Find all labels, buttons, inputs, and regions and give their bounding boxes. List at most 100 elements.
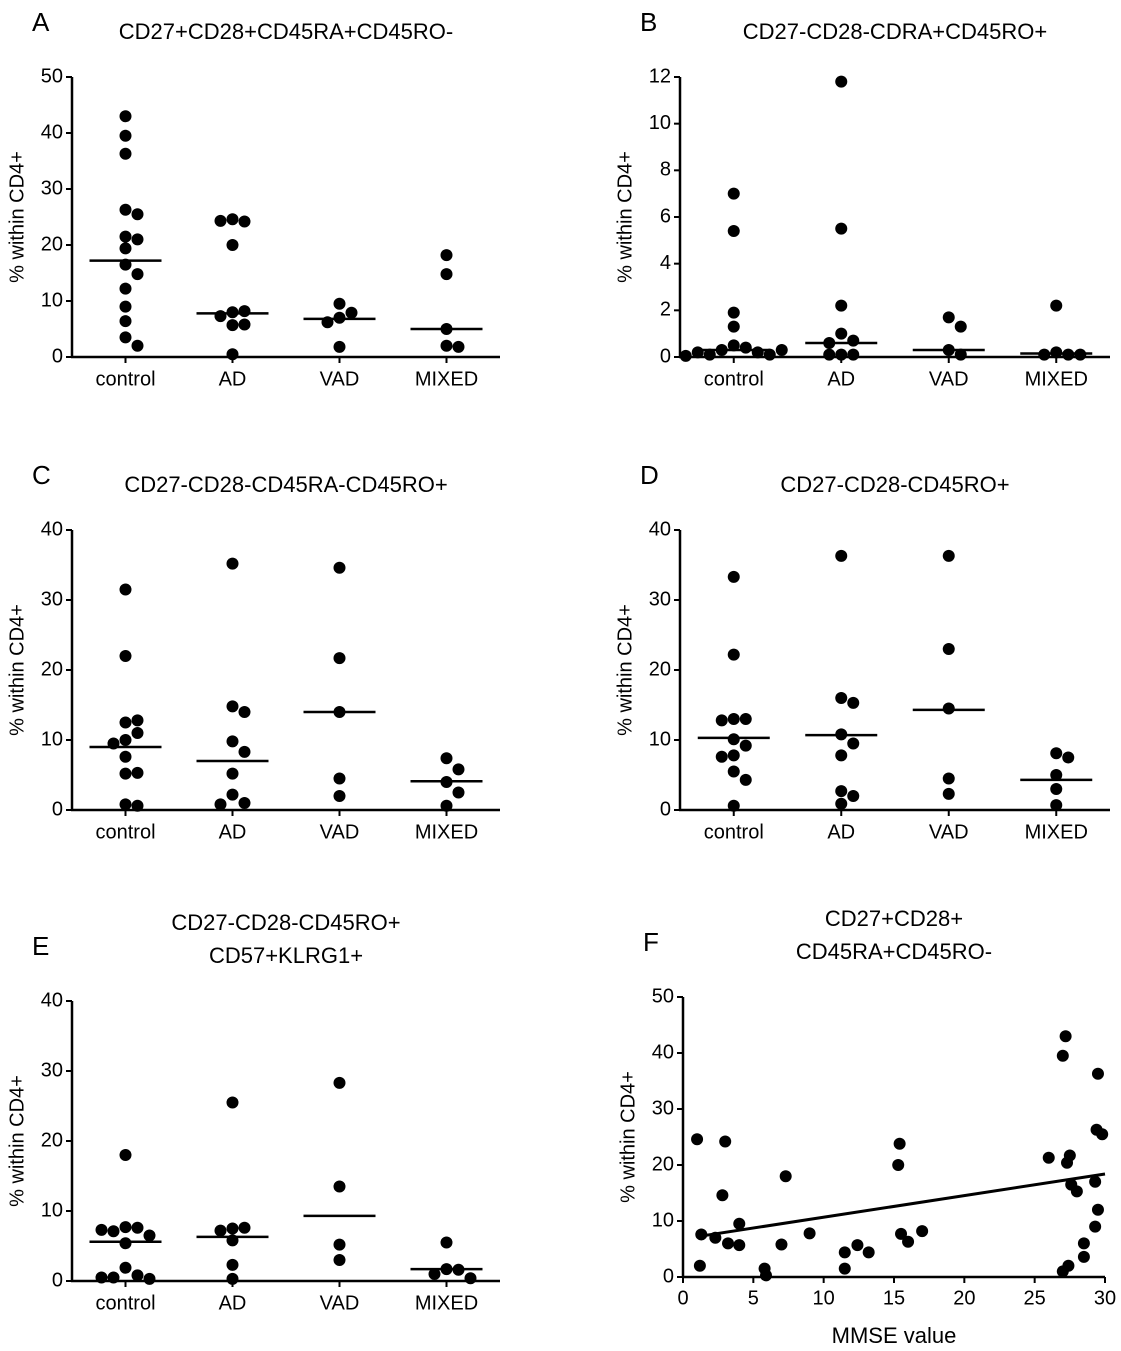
dot — [238, 1221, 251, 1234]
dot — [739, 739, 752, 752]
dot — [226, 700, 239, 713]
dot — [119, 798, 132, 811]
dot — [727, 306, 740, 319]
dot — [893, 1137, 906, 1150]
y-axis-label: % within CD4+ — [6, 151, 28, 283]
dot — [1042, 1151, 1055, 1164]
dot — [226, 1222, 239, 1235]
dot — [1091, 1203, 1104, 1216]
dot — [119, 300, 132, 313]
dot — [942, 787, 955, 800]
dot — [107, 1271, 120, 1284]
dot — [1050, 299, 1063, 312]
x-tick-label: control — [95, 1292, 155, 1314]
dot — [847, 348, 860, 361]
dot — [333, 1076, 346, 1089]
chart-title: CD27-CD28-CD45RO+ — [780, 472, 1009, 497]
dot — [345, 306, 358, 319]
panel-letter: A — [32, 7, 50, 37]
x-tick-label: AD — [219, 1292, 247, 1314]
panel-letter: B — [640, 7, 657, 37]
dot — [226, 348, 239, 361]
dot — [226, 1272, 239, 1285]
x-tick-label: VAD — [929, 821, 969, 843]
dot — [1089, 1175, 1102, 1188]
chart-title: CD27-CD28-CD45RA-CD45RO+ — [124, 472, 447, 497]
dot — [715, 750, 728, 763]
dot — [942, 311, 955, 324]
dot — [131, 1269, 144, 1282]
dot — [226, 767, 239, 780]
dot — [1050, 799, 1063, 812]
dot — [440, 752, 453, 765]
dot — [226, 735, 239, 748]
dot — [238, 745, 251, 758]
x-tick-label: AD — [827, 368, 855, 390]
dot — [452, 763, 465, 776]
y-tick-label: 0 — [52, 1269, 63, 1291]
dot — [823, 348, 836, 361]
dot — [131, 766, 144, 779]
panel-letter: C — [32, 460, 51, 490]
dot — [226, 1096, 239, 1109]
dot — [214, 310, 227, 323]
dot — [727, 733, 740, 746]
dot — [739, 773, 752, 786]
dot — [716, 1189, 729, 1202]
dot — [119, 716, 132, 729]
dot — [691, 1133, 704, 1146]
y-tick-label: 0 — [660, 345, 671, 367]
y-tick-label: 4 — [660, 252, 671, 274]
dot — [333, 297, 346, 310]
dot — [119, 315, 132, 328]
y-tick-label: 0 — [52, 345, 63, 367]
dot — [759, 1269, 772, 1282]
x-tick-label: MIXED — [1025, 821, 1088, 843]
dot — [1070, 1185, 1083, 1198]
dot — [727, 339, 740, 352]
y-tick-label: 2 — [660, 299, 671, 321]
chart-title: CD27-CD28-CDRA+CD45RO+ — [743, 19, 1047, 44]
y-axis-label: % within CD4+ — [614, 604, 636, 736]
y-tick-label: 10 — [41, 728, 63, 750]
dot — [703, 348, 716, 361]
dot — [119, 1221, 132, 1234]
dot — [727, 225, 740, 237]
y-axis-label: % within CD4+ — [617, 1071, 639, 1203]
y-tick-label: 40 — [649, 518, 671, 540]
dot — [727, 570, 740, 583]
x-tick-label: control — [95, 368, 155, 390]
dot — [226, 239, 239, 251]
y-tick-label: 30 — [41, 1059, 63, 1081]
dot — [428, 1268, 441, 1280]
dot — [916, 1225, 929, 1238]
x-tick-label: 25 — [1024, 1287, 1046, 1309]
dot — [95, 1223, 108, 1236]
dot — [238, 215, 251, 228]
dot — [119, 203, 132, 216]
y-tick-label: 20 — [41, 233, 63, 255]
dot — [691, 346, 704, 359]
dot — [333, 1180, 346, 1193]
dot — [119, 147, 132, 160]
dot — [1062, 751, 1075, 764]
dot — [733, 1239, 746, 1252]
dot — [119, 331, 132, 344]
dot — [942, 702, 955, 715]
dot — [775, 1238, 788, 1251]
y-tick-label: 40 — [652, 1041, 674, 1063]
y-tick-label: 50 — [41, 65, 63, 87]
dot — [847, 737, 860, 750]
dot — [464, 1272, 477, 1285]
dot — [131, 1221, 144, 1234]
dot — [835, 222, 848, 235]
dot — [131, 727, 144, 739]
dot — [942, 549, 955, 562]
fit-line — [696, 1172, 1106, 1239]
dot — [1096, 1128, 1109, 1141]
dot — [119, 750, 132, 763]
y-tick-label: 10 — [652, 1209, 674, 1231]
x-tick-label: VAD — [320, 821, 360, 843]
dot — [751, 346, 764, 359]
dot — [835, 299, 848, 312]
